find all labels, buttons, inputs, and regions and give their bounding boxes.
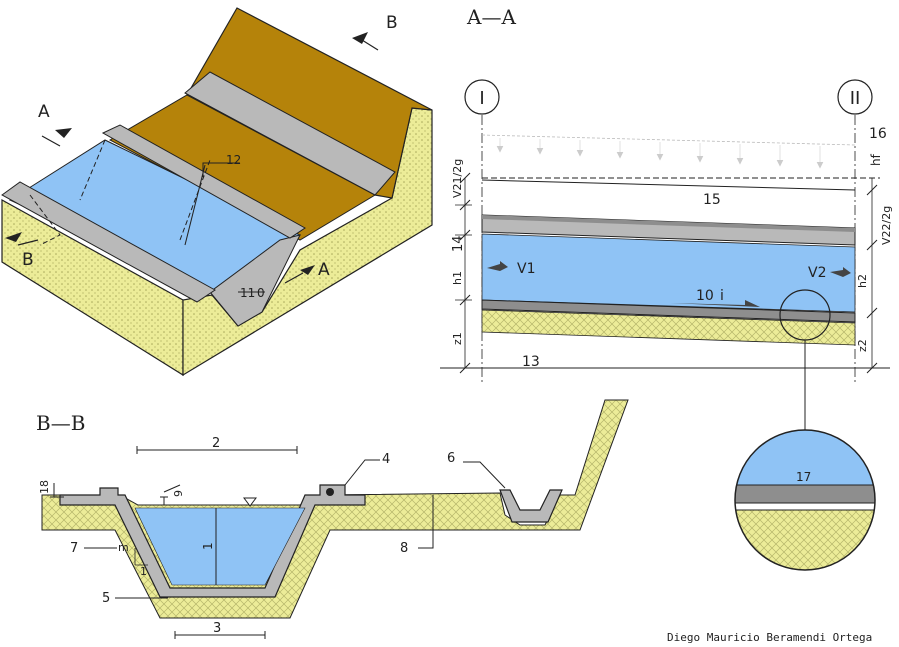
aa-soil bbox=[481, 309, 856, 346]
section-marker-a-right: A bbox=[318, 260, 330, 280]
iso-strip-back bbox=[184, 71, 396, 196]
section-bb-title: B—B bbox=[36, 411, 85, 435]
section-aa: A—A I II 15 16 hf bbox=[440, 5, 893, 430]
detail-view: 17 bbox=[734, 429, 876, 571]
label-3: 3 bbox=[213, 621, 221, 636]
label-18: 18 bbox=[38, 480, 51, 494]
label-14: 14 bbox=[451, 235, 466, 252]
label-10: 10 bbox=[696, 288, 714, 304]
label-m: m bbox=[118, 541, 129, 554]
label-v2: V2 bbox=[808, 265, 826, 281]
label-11: 11 bbox=[240, 286, 255, 300]
station-ii-label: II bbox=[850, 88, 861, 109]
station-i-label: I bbox=[479, 88, 484, 109]
label-6: 6 bbox=[447, 451, 455, 466]
bb-item-4-marker bbox=[326, 488, 334, 496]
arrow-b-left bbox=[5, 232, 22, 242]
bb-water bbox=[134, 507, 306, 586]
station-i-marker bbox=[464, 79, 500, 115]
label-z2: z2 bbox=[856, 339, 869, 352]
v1-arrow bbox=[487, 261, 508, 271]
label-8: 8 bbox=[400, 541, 408, 556]
label-12: 12 bbox=[226, 153, 241, 167]
label-v1: V1 bbox=[517, 261, 535, 277]
arrow-b-top bbox=[352, 32, 368, 44]
iso-strip-mid bbox=[101, 124, 306, 239]
label-15: 15 bbox=[703, 192, 721, 208]
aa-water bbox=[481, 233, 856, 313]
bb-drain bbox=[499, 489, 563, 523]
section-marker-a-top: A bbox=[38, 102, 50, 122]
label-1-slope: 1 bbox=[140, 565, 147, 578]
aa-bed-slab bbox=[481, 299, 856, 323]
section-marker-b-left: B bbox=[22, 250, 34, 270]
station-ii-marker bbox=[837, 79, 873, 115]
label-5: 5 bbox=[102, 591, 110, 606]
arrow-a-top bbox=[55, 128, 72, 138]
iso-strip-left bbox=[1, 181, 216, 303]
label-16: 16 bbox=[869, 126, 887, 142]
label-13: 13 bbox=[522, 354, 540, 370]
label-2: 2 bbox=[212, 436, 220, 451]
author-credit: Diego Mauricio Beramendi Ortega bbox=[667, 631, 872, 644]
label-17: 17 bbox=[796, 470, 811, 484]
isometric-view: 12 11 0 A B A B bbox=[1, 7, 433, 377]
label-hf: hf bbox=[869, 153, 883, 166]
bb-lining bbox=[59, 484, 366, 598]
v2-arrow bbox=[830, 267, 851, 277]
section-bb: B—B 2 3 1 4 6 5 7 m 1 8 bbox=[36, 399, 629, 639]
label-4: 4 bbox=[382, 452, 390, 467]
label-7: 7 bbox=[70, 541, 78, 556]
label-v22-2g: V22/2g bbox=[880, 206, 893, 245]
energy-loss-arrows bbox=[496, 138, 824, 169]
section-marker-b-top: B bbox=[386, 13, 398, 33]
arrow-a-right bbox=[300, 265, 315, 275]
label-h1: h1 bbox=[451, 271, 464, 285]
label-i: i bbox=[720, 288, 724, 304]
label-z1: z1 bbox=[451, 332, 464, 345]
label-1-depth: 1 bbox=[201, 542, 215, 550]
iso-channel-wall bbox=[209, 234, 301, 327]
section-aa-title: A—A bbox=[466, 5, 516, 29]
label-h2: h2 bbox=[856, 274, 869, 288]
label-9: 9 bbox=[172, 490, 185, 497]
label-v21-2g: V21/2g bbox=[451, 159, 464, 198]
label-0: 0 bbox=[257, 286, 265, 300]
